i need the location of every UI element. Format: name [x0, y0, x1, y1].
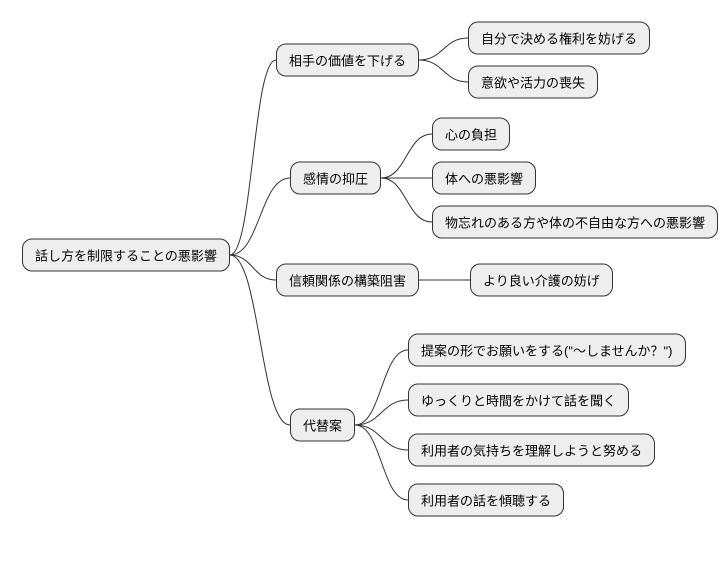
tree-edge	[419, 38, 468, 60]
tree-edge	[381, 178, 432, 222]
tree-edge	[355, 400, 408, 425]
tree-node: 提案の形でお願いをする("〜しませんか？")	[408, 334, 686, 367]
tree-edge	[355, 425, 408, 450]
tree-edge	[230, 178, 290, 255]
tree-node: 自分で決める権利を妨げる	[468, 22, 650, 55]
tree-node: 話し方を制限することの悪影響	[22, 239, 230, 272]
tree-edge	[355, 350, 408, 425]
tree-node: 信頼関係の構築阻害	[276, 264, 419, 297]
tree-node: 体への悪影響	[432, 162, 536, 195]
tree-node: 心の負担	[432, 118, 510, 151]
tree-edge	[419, 60, 468, 82]
tree-edge	[230, 60, 276, 255]
tree-node: 意欲や活力の喪失	[468, 66, 598, 99]
tree-node: より良い介護の妨げ	[470, 264, 613, 297]
tree-node: 利用者の気持ちを理解しようと努める	[408, 434, 655, 467]
tree-edge	[230, 255, 276, 280]
tree-node: 物忘れのある方や体の不自由な方への悪影響	[432, 206, 718, 239]
tree-node: 感情の抑圧	[290, 162, 381, 195]
tree-node: ゆっくりと時間をかけて話を聞く	[408, 384, 629, 417]
tree-edge	[355, 425, 408, 500]
tree-edge	[381, 134, 432, 178]
tree-node: 利用者の話を傾聴する	[408, 484, 564, 517]
tree-node: 代替案	[290, 409, 355, 442]
tree-node: 相手の価値を下げる	[276, 44, 419, 77]
